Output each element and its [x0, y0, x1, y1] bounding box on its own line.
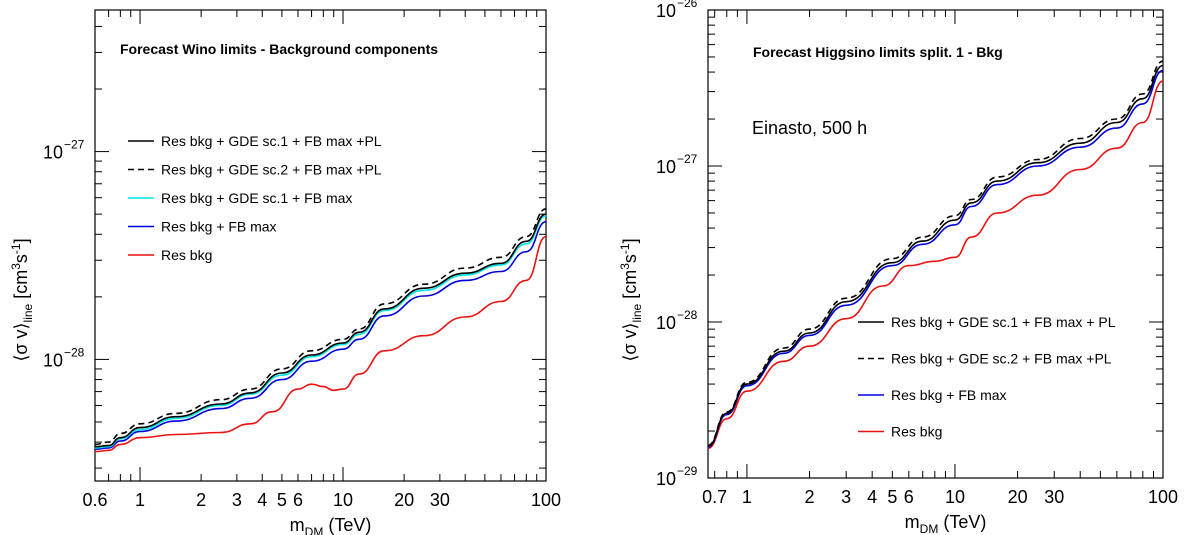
series-line-1: [95, 213, 546, 448]
y-axis-label-part: 3: [618, 263, 632, 270]
legend-label-1: Res bkg + GDE sc.1 + FB max +PL: [161, 133, 382, 149]
y-tick-exponent: −28: [677, 308, 698, 322]
y-tick-exponent: −26: [677, 0, 698, 10]
x-axis-ticks: [714, 10, 1164, 478]
legend-label-1: Res bkg + GDE sc.1 + FB max + PL: [891, 314, 1116, 330]
x-axis-label-sub: DM: [920, 522, 939, 535]
y-axis-label-part: ]: [620, 238, 640, 243]
legend-label-5: Res bkg: [161, 247, 212, 263]
legend-label-2: Res bkg + GDE sc.2 + FB max +PL: [161, 162, 382, 178]
x-axis-label: mDM (TeV): [290, 515, 372, 535]
x-tick-label: 4: [257, 490, 267, 510]
series-line-4: [95, 220, 546, 450]
x-tick-label: 5: [277, 490, 287, 510]
y-tick-label: 10: [43, 350, 63, 370]
y-axis-ticks: [708, 9, 1163, 479]
x-tick-label: 20: [394, 490, 414, 510]
y-tick-label: 10: [656, 313, 676, 333]
y-axis-label: ⟨σ v⟩line [cm3s-1]: [618, 238, 644, 361]
y-axis-label-part: 3: [9, 263, 23, 270]
x-tick-label: 0.6: [82, 490, 107, 510]
series-group: [708, 60, 1163, 450]
y-axis-label-part: -1: [9, 243, 23, 254]
x-axis-ticks: [94, 10, 547, 481]
series-line-2: [95, 208, 546, 446]
x-axis-label: mDM (TeV): [905, 512, 987, 535]
series-line-3: [708, 69, 1163, 448]
x-tick-label: 1: [135, 490, 145, 510]
x-axis-label-m: m: [905, 512, 920, 532]
y-tick-exponent: −29: [677, 464, 698, 478]
y-tick-label: 10: [656, 469, 676, 489]
x-tick-label: 6: [293, 490, 303, 510]
y-tick-label: 10: [656, 1, 676, 21]
legend: Res bkg + GDE sc.1 + FB max +PL Res bkg +…: [128, 133, 382, 263]
legend-label-4: Res bkg + FB max: [161, 219, 277, 235]
legend: Res bkg + GDE sc.1 + FB max + PL Res bkg …: [858, 314, 1116, 440]
x-tick-label: 100: [1148, 487, 1178, 507]
x-tick-label: 30: [1044, 487, 1064, 507]
series-line-3: [95, 215, 546, 449]
x-tick-label: 2: [196, 490, 206, 510]
series-line-5: [95, 235, 546, 453]
y-tick-exponent: −27: [64, 138, 85, 152]
x-tick-label: 10: [333, 490, 353, 510]
y-axis-label-part: ]: [11, 238, 31, 243]
legend-label-3: Res bkg + GDE sc.1 + FB max: [161, 190, 352, 206]
legend-label-2: Res bkg + GDE sc.2 + FB max +PL: [891, 351, 1112, 367]
legend-label-4: Res bkg: [891, 424, 942, 440]
chart-title: Forecast Wino limits - Background compon…: [120, 41, 438, 57]
y-axis-label-part: line: [21, 303, 35, 322]
x-axis-label-m: m: [290, 515, 305, 535]
plot-frame: [94, 9, 547, 482]
y-axis-label-part: [cm: [620, 270, 640, 304]
series-line-1: [708, 64, 1163, 447]
y-tick-label: 10: [43, 143, 63, 163]
y-axis-label-part: ⟨σ v⟩: [620, 322, 640, 361]
chart-title: Forecast Higgsino limits split. 1 - Bkg: [753, 44, 1003, 60]
x-tick-label: 6: [904, 487, 914, 507]
y-axis-label-part: [cm: [11, 270, 31, 304]
x-axis-label-sub: DM: [305, 525, 324, 535]
chart-annotation: Einasto, 500 h: [752, 118, 867, 138]
y-axis-label-part: ⟨σ v⟩: [11, 322, 31, 361]
x-axis-label-unit: (TeV): [323, 515, 371, 535]
series-line-4: [708, 80, 1163, 450]
y-axis-label-part: -1: [618, 243, 632, 254]
x-tick-label: 100: [531, 490, 561, 510]
x-tick-label: 2: [805, 487, 815, 507]
y-axis-ticks: [95, 25, 546, 469]
x-tick-label: 5: [887, 487, 897, 507]
y-tick-exponent: −27: [677, 152, 698, 166]
x-tick-label: 0.7: [702, 487, 727, 507]
plot-frame: [707, 9, 1164, 479]
x-tick-label: 1: [742, 487, 752, 507]
x-tick-label: 20: [1008, 487, 1028, 507]
legend-label-3: Res bkg + FB max: [891, 387, 1007, 403]
x-axis-label-unit: (TeV): [938, 512, 986, 532]
series-line-2: [708, 60, 1163, 447]
y-tick-exponent: −28: [64, 345, 85, 359]
y-axis-label-part: s: [11, 254, 31, 263]
x-tick-label: 10: [945, 487, 965, 507]
y-axis-label-part: s: [620, 254, 640, 263]
y-tick-label: 10: [656, 157, 676, 177]
x-tick-label: 3: [841, 487, 851, 507]
y-axis-label: ⟨σ v⟩line [cm3s-1]: [9, 238, 35, 361]
series-group: [95, 208, 546, 453]
x-tick-label: 4: [867, 487, 877, 507]
y-axis-label-part: line: [630, 303, 644, 322]
x-tick-label: 3: [232, 490, 242, 510]
x-tick-label: 30: [430, 490, 450, 510]
